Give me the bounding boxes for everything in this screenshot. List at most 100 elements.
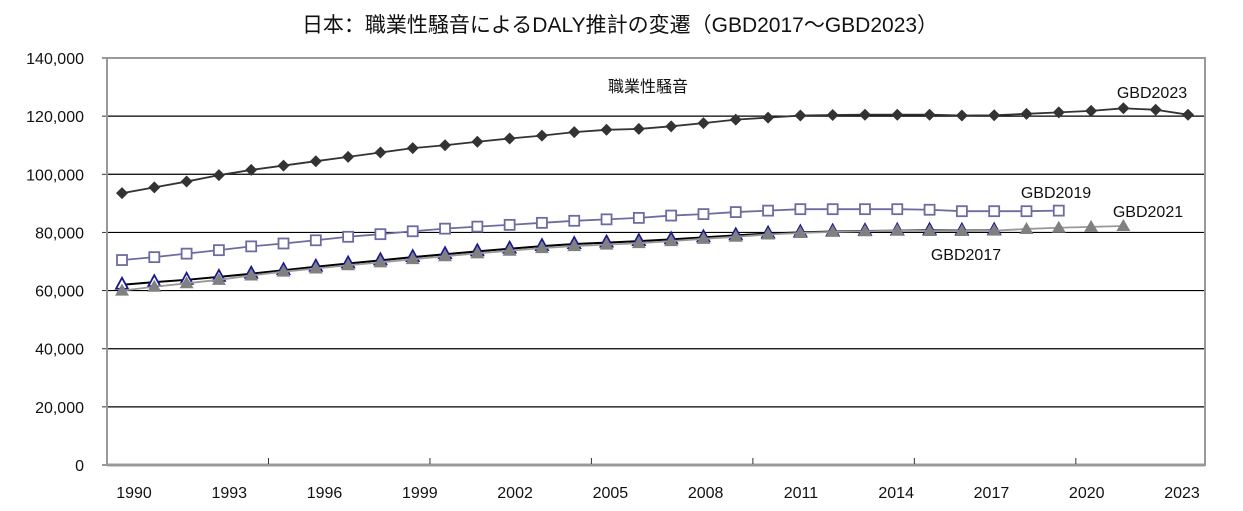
data-point-square-open bbox=[794, 203, 807, 216]
data-point-triangle bbox=[1051, 220, 1066, 233]
x-tick-label: 1993 bbox=[211, 485, 247, 502]
data-point-diamond bbox=[439, 139, 452, 152]
data-point-diamond bbox=[729, 113, 742, 126]
plot-frame bbox=[106, 57, 1206, 466]
data-point-diamond bbox=[309, 155, 322, 168]
x-tick-label: 1990 bbox=[116, 485, 152, 502]
data-point-diamond bbox=[277, 159, 290, 172]
y-tick-label: 80,000 bbox=[35, 225, 84, 242]
data-point-diamond bbox=[826, 108, 839, 121]
series-line bbox=[121, 107, 1189, 195]
data-point-diamond bbox=[762, 111, 775, 124]
x-axis-ticks: 1990 1993 1996 1999 2002 2005 2008 2011 2014 2017… bbox=[116, 458, 1200, 502]
y-tick-label: 40,000 bbox=[35, 342, 84, 359]
data-point-triangle bbox=[987, 223, 1002, 236]
series-line bbox=[121, 225, 1124, 292]
data-point-triangle bbox=[664, 234, 679, 247]
data-point-square-open bbox=[891, 203, 904, 216]
data-point-diamond bbox=[374, 146, 387, 159]
data-point-diamond bbox=[148, 181, 161, 194]
x-tick-label: 2023 bbox=[1164, 485, 1200, 502]
data-point-triangle bbox=[567, 239, 582, 252]
data-point-square-open bbox=[116, 254, 128, 266]
data-point-triangle bbox=[179, 276, 194, 289]
series-label-gbd2019: GBD2019 bbox=[1021, 185, 1091, 202]
data-point-triangle bbox=[728, 229, 743, 242]
data-point-triangle bbox=[244, 268, 259, 281]
data-point-diamond bbox=[1052, 106, 1065, 119]
x-tick-label: 2014 bbox=[878, 485, 914, 502]
data-point-triangle bbox=[696, 231, 711, 244]
data-point-triangle bbox=[631, 236, 646, 249]
data-point-triangle bbox=[502, 243, 517, 256]
data-point-square-open bbox=[632, 211, 645, 224]
y-tick-label: 120,000 bbox=[26, 109, 84, 126]
data-point-square-open bbox=[342, 230, 355, 243]
series-group bbox=[114, 102, 1194, 296]
data-point-triangle bbox=[147, 279, 162, 292]
data-point-square-open bbox=[665, 209, 678, 222]
data-point-triangle bbox=[825, 224, 840, 237]
series-label-gbd2023: GBD2023 bbox=[1117, 85, 1187, 102]
data-point-diamond bbox=[858, 108, 871, 121]
data-point-triangle bbox=[1084, 219, 1099, 232]
data-point-diamond bbox=[600, 123, 613, 136]
data-point-square-open bbox=[503, 218, 516, 231]
data-point-square-open bbox=[826, 203, 839, 216]
data-point-triangle bbox=[373, 255, 388, 268]
x-tick-label: 1999 bbox=[402, 485, 438, 502]
data-point-diamond bbox=[891, 108, 904, 121]
y-axis-ticks: 0 20,000 40,000 60,000 80,000 100,000 120,000 1… bbox=[26, 51, 107, 475]
data-point-diamond bbox=[535, 129, 548, 142]
data-point-diamond bbox=[632, 122, 645, 135]
data-point-square-open bbox=[729, 206, 742, 218]
data-point-triangle bbox=[954, 223, 969, 236]
data-point-square-open bbox=[1052, 204, 1065, 217]
data-point-square-open bbox=[277, 237, 290, 250]
data-point-diamond bbox=[923, 108, 936, 121]
data-point-triangle bbox=[308, 261, 323, 274]
data-point-triangle bbox=[857, 224, 872, 237]
data-point-diamond bbox=[1117, 102, 1130, 115]
data-point-square-open bbox=[471, 220, 484, 233]
data-point-triangle bbox=[438, 249, 453, 262]
data-point-diamond bbox=[245, 163, 258, 176]
data-point-square-open bbox=[697, 208, 710, 221]
data-point-diamond bbox=[342, 150, 355, 163]
x-tick-label: 1996 bbox=[307, 485, 343, 502]
data-point-square-open bbox=[180, 247, 193, 260]
data-point-triangle bbox=[405, 252, 420, 265]
data-point-triangle bbox=[341, 258, 356, 271]
data-point-triangle bbox=[599, 237, 614, 250]
data-point-triangle bbox=[1116, 219, 1131, 232]
data-point-square-open bbox=[439, 222, 451, 235]
data-point-diamond bbox=[116, 187, 128, 200]
y-tick-label: 0 bbox=[75, 458, 84, 475]
data-point-diamond bbox=[1085, 104, 1098, 117]
series-label-gbd2021: GBD2021 bbox=[1113, 204, 1183, 221]
data-point-diamond bbox=[1182, 108, 1194, 121]
x-tick-label: 2011 bbox=[784, 485, 819, 502]
data-point-square-open bbox=[600, 213, 613, 226]
gridlines bbox=[106, 58, 1205, 467]
data-point-square-open bbox=[213, 244, 225, 257]
chart-title: 日本：職業性騒音によるDALY推計の変遷（GBD2017～GBD2023） bbox=[302, 14, 938, 37]
data-point-square-open bbox=[245, 240, 258, 253]
data-point-square-open bbox=[406, 225, 419, 238]
data-point-triangle bbox=[922, 223, 937, 236]
data-point-square-open bbox=[374, 228, 387, 241]
data-point-diamond bbox=[1149, 103, 1162, 116]
y-tick-label: 60,000 bbox=[35, 284, 84, 301]
data-point-square-open bbox=[1020, 205, 1033, 218]
data-point-diamond bbox=[471, 135, 484, 148]
data-point-triangle bbox=[211, 272, 226, 285]
series-gbd2019 bbox=[116, 203, 1065, 266]
x-tick-label: 2020 bbox=[1069, 485, 1105, 502]
data-point-square-open bbox=[536, 216, 548, 229]
data-point-diamond bbox=[1020, 107, 1033, 120]
series-line bbox=[121, 208, 1059, 261]
data-point-diamond bbox=[568, 126, 581, 139]
series-label-gbd2017: GBD2017 bbox=[931, 247, 1001, 264]
data-point-diamond bbox=[955, 109, 968, 122]
